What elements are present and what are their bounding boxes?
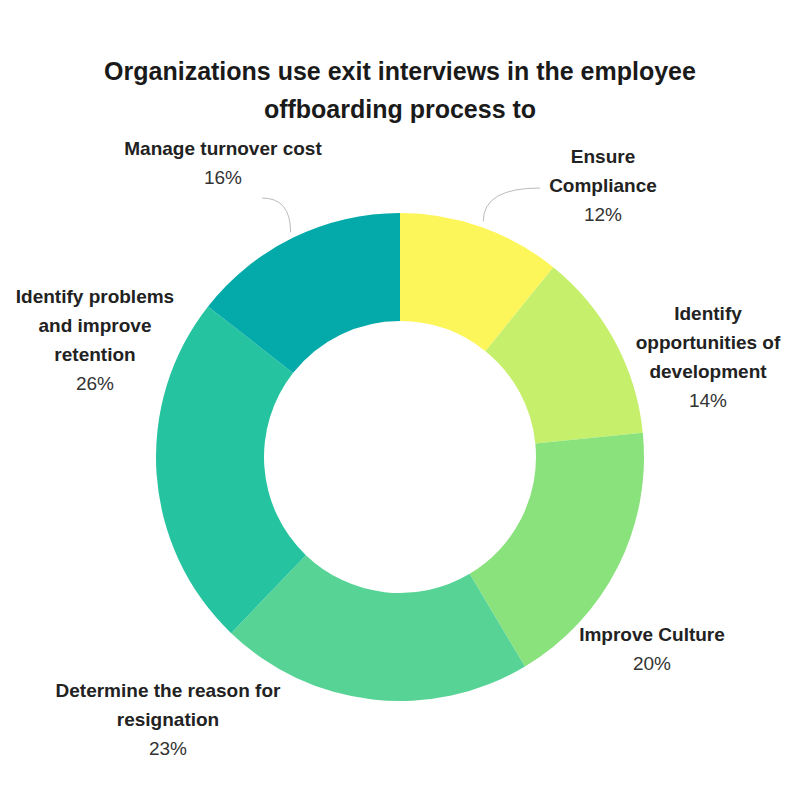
text-line: Identify problems [16, 286, 174, 307]
data-label: 14% [689, 390, 727, 411]
category-label: Manage turnover cost [124, 138, 322, 159]
category-label: Improve Culture [579, 624, 725, 645]
data-label: 26% [76, 373, 114, 394]
text-line: and improve [39, 315, 152, 336]
leader-line [483, 188, 540, 221]
leader-line [262, 198, 291, 232]
data-label: 12% [584, 204, 622, 225]
text-line: Compliance [549, 175, 657, 196]
text-line: opportunities of [636, 332, 781, 353]
chart-svg: Organizations use exit interviews in the… [0, 0, 800, 800]
text-line: Manage turnover cost [124, 138, 322, 159]
data-label: 16% [204, 167, 242, 188]
category-label: Identify problems and improve retention [16, 286, 174, 365]
category-label: Determine the reason for resignation [56, 680, 281, 730]
plot-area [156, 213, 644, 701]
text-line: offboarding process to [264, 95, 536, 123]
slice [208, 213, 400, 373]
text-line: retention [54, 344, 135, 365]
labels: Ensure Compliance 12% Identify opportunities… [16, 138, 781, 759]
text-line: Improve Culture [579, 624, 725, 645]
donut [156, 213, 644, 701]
text-line: Determine the reason for [56, 680, 281, 701]
text-line: Identify [674, 303, 742, 324]
text-line: Ensure [571, 146, 635, 167]
text-line: resignation [117, 709, 219, 730]
text-line: Organizations use exit interviews in the… [104, 57, 696, 85]
category-label: Ensure Compliance [549, 146, 657, 196]
data-label: 20% [633, 653, 671, 674]
chart-title: Organizations use exit interviews in the… [104, 57, 696, 123]
slice [485, 267, 642, 443]
data-label: 23% [149, 738, 187, 759]
category-label: Identify opportunities of development [636, 303, 781, 382]
text-line: development [649, 361, 767, 382]
